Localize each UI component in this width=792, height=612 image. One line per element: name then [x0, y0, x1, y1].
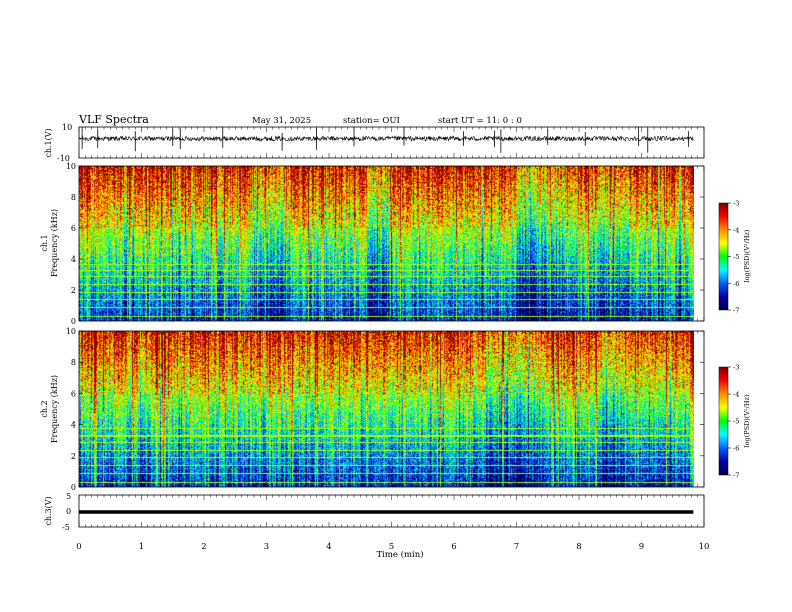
time-axis-tick-label: 7 — [514, 542, 519, 552]
colorbar-1-tick-label: -4 — [733, 226, 739, 234]
ch1-waveform-frame — [78, 126, 705, 159]
time-axis-tick-label: 1 — [139, 542, 144, 552]
colorbar-1-gradient — [718, 202, 729, 311]
ch1-spectrogram-ylabel-frequency: Frequency (kHz) — [50, 209, 59, 277]
ch2-spectrogram-ytick-label: 6 — [71, 389, 76, 398]
chart-title: VLF Spectra — [78, 113, 149, 126]
start-ut-label: start UT = 11: 0 : 0 — [438, 116, 522, 126]
ch1-spectrogram-ytick-label: 0 — [71, 317, 76, 326]
date-label: May 31, 2025 — [252, 116, 311, 126]
time-axis-tick-label: 9 — [639, 542, 644, 552]
ch2-spectrogram-ytick-label: 10 — [66, 327, 76, 336]
time-axis-label: Time (min) — [376, 549, 423, 560]
time-axis-tick-label: 5 — [389, 542, 394, 552]
colorbar-2-label: log(PSD)(V²/Hz) — [743, 394, 751, 447]
ch1-waveform-series — [78, 127, 694, 153]
ch1-spectrogram-ytick-label: 8 — [71, 193, 76, 202]
time-axis-tick-label: 6 — [451, 542, 456, 552]
time-axis-tick-label: 3 — [264, 542, 269, 552]
colorbar-2-tick-label: -3 — [733, 364, 739, 372]
ch2-spectrogram-yticks: 0 2 4 6 8 10 — [66, 327, 704, 492]
station-label: station= OUI — [343, 116, 400, 126]
colorbar-2-tick-label: -4 — [733, 391, 739, 399]
ch1-waveform-ylabel: ch.1(V) — [44, 128, 53, 157]
ch2-spectrogram-ytick-label: 8 — [71, 358, 76, 367]
ch1-spectrogram-ytick-label: 4 — [71, 255, 76, 264]
ch1-spectrogram-ytick-label: 2 — [71, 286, 76, 295]
colorbar-2-tick-label: -5 — [733, 418, 739, 426]
ch1-spectrogram-panel: 0 2 4 6 8 10 ch.1 Frequency (kHz) — [40, 162, 705, 326]
ch2-spectrogram-ylabel-frequency: Frequency (kHz) — [50, 375, 59, 443]
ch3-waveform-panel: 5 0 -5 ch.3(V) — [44, 492, 705, 532]
ch1-waveform-panel: 10 -10 ch.1(V) — [44, 123, 705, 163]
ch3-ytick-top: 5 — [66, 492, 71, 501]
time-axis-tick-label: 4 — [326, 542, 331, 552]
colorbar-1-tick-label: -6 — [733, 280, 739, 288]
colorbar-2-tick-label: -6 — [733, 445, 739, 453]
colorbar-1-ticks: -3 -4 -5 -6 -7 — [728, 200, 739, 315]
colorbar-1-label: log(PSD)(V²/Hz) — [743, 229, 751, 282]
ch3-ytick-mid: 0 — [66, 507, 71, 516]
colorbar-2-ticks: -3 -4 -5 -6 -7 — [728, 364, 739, 480]
ch2-spectrogram-ytick-label: 0 — [71, 483, 76, 492]
colorbar-1-tick-label: -3 — [733, 200, 739, 208]
ch1-spectrogram-ylabel-channel: ch.1 — [40, 234, 49, 251]
colorbar-2-tick-label: -7 — [733, 472, 739, 480]
ch2-spectrogram-ytick-label: 4 — [71, 421, 76, 430]
time-axis-tick-label: 10 — [699, 542, 710, 552]
ch2-spectrogram-image — [79, 331, 694, 487]
time-axis: 0 1 2 3 4 5 6 7 8 9 10 — [76, 127, 709, 552]
ch1-ytick-bottom: -10 — [57, 154, 70, 163]
ch1-spectrogram-ytick-label: 6 — [71, 224, 76, 233]
ch1-spectrogram-ytick-label: 10 — [66, 162, 76, 171]
ch2-spectrogram-ylabel-channel: ch.2 — [40, 400, 49, 417]
ch2-spectrogram-ytick-label: 2 — [71, 452, 76, 461]
colorbar-2-gradient — [718, 366, 729, 476]
colorbar-1: -3 -4 -5 -6 -7 log(PSD)(V²/Hz) — [718, 200, 751, 315]
colorbar-1-tick-label: -7 — [733, 307, 739, 315]
ch3-ytick-bottom: -5 — [62, 523, 70, 532]
ch2-spectrogram-panel: 0 2 4 6 8 10 ch.2 Frequency (kHz) — [40, 327, 705, 492]
ch1-spectrogram-image — [79, 166, 694, 321]
ch1-spectrogram-yticks: 0 2 4 6 8 10 — [66, 162, 704, 326]
ch3-waveform-ylabel: ch.3(V) — [44, 496, 53, 525]
time-axis-tick-label: 8 — [576, 542, 581, 552]
colorbar-1-tick-label: -5 — [733, 253, 739, 261]
time-axis-tick-label: 0 — [76, 542, 81, 552]
ch1-ytick-top: 10 — [62, 123, 72, 132]
time-axis-tick-label: 2 — [201, 542, 206, 552]
colorbar-2: -3 -4 -5 -6 -7 log(PSD)(V²/Hz) — [718, 364, 751, 480]
ch1-waveform-line — [78, 135, 694, 143]
